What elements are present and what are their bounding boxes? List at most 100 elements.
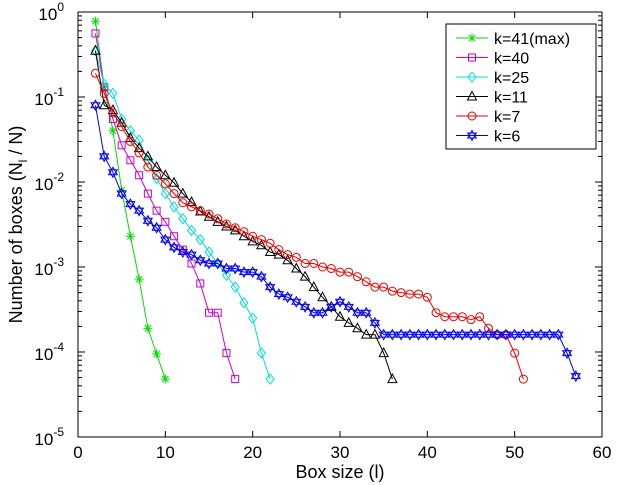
data-point: [544, 328, 555, 341]
data-point: [238, 266, 250, 279]
data-point: [265, 238, 275, 248]
data-point: [440, 312, 450, 322]
y-tick-base: 10: [34, 175, 53, 194]
data-point: [187, 202, 197, 212]
data-point: [308, 281, 320, 292]
data-point: [125, 125, 136, 137]
data-point: [334, 310, 346, 321]
x-tick-label: 30: [331, 443, 350, 462]
x-tick-label: 20: [243, 443, 262, 462]
data-point: [299, 270, 311, 281]
y-tick-exponent: -4: [53, 340, 64, 354]
data-point: [395, 328, 407, 341]
data-point: [186, 224, 197, 237]
legend-marker: [466, 90, 478, 101]
data-point: [204, 209, 214, 219]
data-point: [107, 166, 119, 179]
data-point: [116, 187, 127, 200]
y-tick-base: 10: [34, 345, 53, 364]
legend-marker: [468, 53, 476, 62]
data-point: [204, 246, 214, 258]
data-point: [343, 300, 354, 313]
y-axis-label-tail: / N): [6, 126, 26, 160]
data-point: [152, 206, 161, 215]
data-point: [125, 136, 135, 146]
data-point: [308, 306, 319, 319]
series-k=6: [90, 99, 581, 383]
data-point: [117, 121, 127, 131]
x-tick-label: 10: [156, 443, 175, 462]
data-point: [230, 262, 241, 275]
data-point: [160, 169, 171, 180]
data-point: [352, 306, 363, 319]
data-point: [352, 322, 363, 333]
data-point: [143, 154, 153, 167]
data-point: [134, 148, 144, 158]
y-axis-label-subscript: l: [16, 160, 30, 163]
data-point: [221, 269, 232, 282]
data-point: [369, 328, 381, 339]
data-point: [160, 179, 170, 189]
data-point: [152, 170, 162, 180]
data-point: [326, 300, 337, 313]
x-tick-label: 50: [505, 443, 524, 462]
data-point: [457, 328, 468, 341]
data-point: [108, 108, 118, 118]
data-point: [317, 306, 328, 319]
x-tick-label: 40: [418, 443, 437, 462]
data-point: [273, 288, 285, 301]
data-point: [264, 281, 276, 294]
y-tick-exponent: -5: [53, 425, 64, 439]
data-point: [160, 233, 171, 246]
y-axis-label-main: Number of boxes (N: [6, 162, 26, 323]
x-tick-label: 60: [593, 443, 612, 462]
data-point: [117, 141, 126, 150]
data-point: [352, 272, 362, 282]
y-tick-exponent: 0: [57, 0, 64, 14]
y-axis-label: Number of boxes (Nl / N): [6, 126, 30, 324]
legend-item: k=7: [456, 109, 520, 126]
data-point: [213, 214, 223, 224]
legend-item: k=11: [456, 90, 528, 107]
data-point: [169, 189, 179, 199]
data-point: [125, 231, 135, 241]
data-point: [309, 258, 319, 268]
data-point: [282, 291, 293, 304]
data-point: [126, 156, 135, 165]
data-point: [570, 370, 581, 383]
data-point: [177, 246, 188, 259]
data-point: [133, 142, 145, 153]
data-point: [387, 286, 397, 296]
data-point: [91, 29, 100, 38]
y-tick-base: 10: [34, 260, 53, 279]
data-point: [222, 349, 231, 358]
data-point: [448, 328, 459, 341]
y-tick-exponent: -1: [53, 85, 64, 99]
data-point: [117, 113, 127, 125]
data-point: [317, 291, 328, 302]
data-point: [492, 328, 503, 341]
legend-item: k=40: [456, 51, 529, 68]
legend-item: k=41(max): [456, 31, 570, 48]
data-point: [161, 217, 170, 226]
data-point: [360, 328, 372, 339]
data-point: [465, 328, 477, 341]
data-point: [414, 289, 424, 299]
y-tick-base: 10: [34, 430, 53, 449]
data-point: [334, 295, 346, 308]
data-point: [483, 328, 494, 341]
series-k=11: [90, 44, 398, 384]
data-point: [99, 88, 109, 98]
data-point: [221, 219, 231, 229]
data-point: [256, 347, 267, 359]
data-point: [125, 198, 136, 211]
data-point: [212, 257, 223, 270]
legend-marker: [467, 111, 477, 121]
data-point: [160, 374, 170, 384]
data-point: [526, 328, 538, 341]
data-point: [404, 328, 416, 341]
data-point: [291, 262, 302, 273]
data-point: [108, 87, 118, 100]
